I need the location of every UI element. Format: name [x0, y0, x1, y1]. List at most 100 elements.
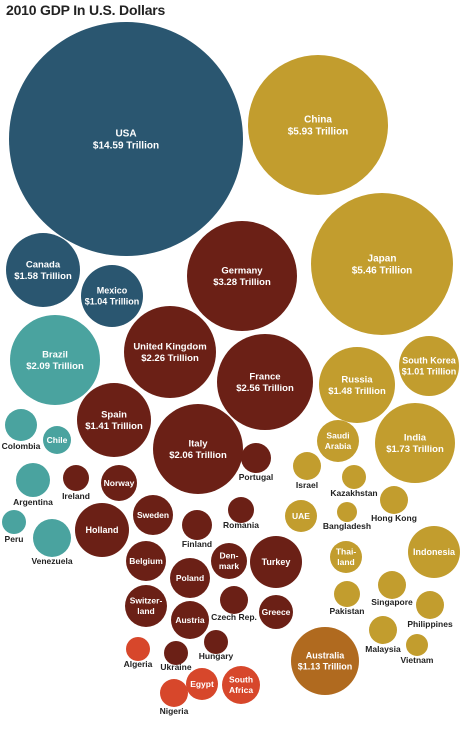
bubble-circle-hong-kong — [380, 486, 408, 514]
bubble-circle-singapore — [378, 571, 406, 599]
bubble-value-china: $5.93 Trillion — [288, 127, 349, 138]
bubble-name-ukraine: Ukraine — [160, 662, 191, 672]
bubble-circle-turkey — [250, 536, 302, 588]
bubble-label-belgium: Belgium — [129, 556, 163, 566]
bubble-south-korea: South Korea $1.01 Trillion — [399, 336, 459, 396]
bubble-value-germany: $3.28 Trillion — [213, 277, 271, 288]
bubble-value-india: $1.73 Trillion — [386, 444, 444, 455]
bubble-poland: Poland — [170, 558, 210, 598]
bubble-circle-china — [248, 55, 388, 195]
bubble-colombia: Colombia — [2, 409, 41, 451]
bubble-name-turkey: Turkey — [262, 557, 291, 567]
bubble-value-usa: $14.59 Trillion — [93, 141, 159, 152]
bubble-circle-japan — [311, 193, 453, 335]
bubble-label-malaysia: Malaysia — [365, 644, 401, 654]
bubble-saudi-arabia: Saudi Arabia — [317, 420, 359, 462]
bubble-value-japan: $5.46 Trillion — [352, 266, 413, 277]
bubble-name-israel: Israel — [296, 480, 318, 490]
bubble-name-portugal: Portugal — [239, 472, 273, 482]
bubble-name-egypt: Egypt — [190, 679, 214, 689]
bubble-name-czech-rep: Czech Rep. — [211, 612, 257, 622]
bubble-label-japan: Japan $5.46 Trillion — [352, 254, 413, 277]
bubble-name-japan: Japan — [368, 254, 397, 265]
bubble-denmark: Den-mark — [211, 543, 247, 579]
bubble-name-uk: United Kingdom — [133, 342, 206, 353]
bubble-kazakhstan: Kazakhstan — [330, 465, 378, 498]
bubble-value-italy: $2.06 Trillion — [169, 450, 227, 461]
bubble-value-uk: $2.26 Trillion — [141, 353, 199, 364]
bubble-circle-canada — [6, 233, 80, 307]
bubble-label-finland: Finland — [182, 539, 212, 549]
bubble-name-norway: Norway — [104, 478, 135, 488]
bubble-ukraine: Ukraine — [160, 641, 192, 672]
bubble-name-italy: Italy — [188, 439, 208, 450]
bubble-circle-norway — [101, 465, 137, 501]
bubble-value-australia: $1.13 Trillion — [298, 662, 353, 672]
bubble-egypt: Egypt — [186, 668, 218, 700]
bubble-label-ireland: Ireland — [62, 491, 90, 501]
bubble-circle-india — [375, 403, 455, 483]
bubble-malaysia: Malaysia — [365, 616, 401, 654]
bubble-label-algeria: Algeria — [124, 659, 153, 669]
bubble-circle-russia — [319, 347, 395, 423]
bubble-name-brazil: Brazil — [42, 350, 68, 361]
bubble-circle-indonesia — [408, 526, 460, 578]
bubble-circle-belgium — [126, 541, 166, 581]
bubble-label-austria: Austria — [175, 615, 205, 625]
bubble-name-south-korea: South Korea — [402, 356, 456, 366]
bubble-circle-uk — [124, 306, 216, 398]
bubble-argentina: Argentina — [13, 463, 53, 507]
bubble-thailand: Thai-land — [330, 541, 362, 573]
bubble-name-india: India — [404, 433, 427, 444]
bubble-circle-germany — [187, 221, 297, 331]
bubble-circle-israel — [293, 452, 321, 480]
bubble-uae: UAE — [285, 500, 317, 532]
bubble-name-ireland: Ireland — [62, 491, 90, 501]
bubble-label-norway: Norway — [104, 478, 135, 488]
bubble-name-greece: Greece — [262, 607, 291, 617]
bubble-algeria: Algeria — [124, 637, 153, 669]
bubble-name-bangladesh: Bangladesh — [323, 521, 371, 531]
bubble-pakistan: Pakistan — [330, 581, 364, 616]
bubble-switzerland: Switzer-land — [125, 585, 167, 627]
bubble-value-france: $2.56 Trillion — [236, 383, 294, 394]
bubble-label-romania: Romania — [223, 520, 259, 530]
bubble-circle-australia — [291, 627, 359, 695]
bubble-circle-finland — [182, 510, 212, 540]
bubble-name-sweden: Sweden — [137, 510, 169, 520]
bubble-spain: Spain $1.41 Trillion — [77, 383, 151, 457]
bubble-name-holland: Holland — [86, 525, 119, 535]
bubble-label-hong-kong: Hong Kong — [371, 513, 417, 523]
bubble-label-denmark: Den-mark — [219, 551, 240, 572]
bubble-name-argentina: Argentina — [13, 497, 53, 507]
bubble-singapore: Singapore — [371, 571, 413, 607]
bubble-italy: Italy $2.06 Trillion — [153, 404, 243, 494]
bubble-circle-denmark — [211, 543, 247, 579]
bubble-circle-thailand — [330, 541, 362, 573]
bubble-china: China $5.93 Trillion — [248, 55, 388, 195]
bubble-hungary: Hungary — [199, 630, 234, 661]
bubble-label-russia: Russia $1.48 Trillion — [328, 375, 386, 398]
bubble-circle-poland — [170, 558, 210, 598]
bubble-name-spain: Spain — [101, 410, 127, 421]
bubble-name-hong-kong: Hong Kong — [371, 513, 417, 523]
bubble-name-uae: UAE — [292, 511, 310, 521]
bubble-label-chile: Chile — [47, 435, 68, 445]
bubble-label-south-korea: South Korea $1.01 Trillion — [402, 356, 457, 377]
bubble-philippines: Philippines — [407, 591, 453, 629]
bubble-name-romania: Romania — [223, 520, 259, 530]
bubble-circle-malaysia — [369, 616, 397, 644]
bubble-circle-portugal — [241, 443, 271, 473]
bubble-label-spain: Spain $1.41 Trillion — [85, 410, 143, 433]
bubble-indonesia: Indonesia — [408, 526, 460, 578]
bubble-canada: Canada $1.58 Trillion — [6, 233, 80, 307]
bubble-name-vietnam: Vietnam — [401, 655, 434, 665]
bubble-circle-vietnam — [406, 634, 428, 656]
bubble-vietnam: Vietnam — [401, 634, 434, 665]
bubble-name-malaysia: Malaysia — [365, 644, 401, 654]
bubble-circle-greece — [259, 595, 293, 629]
bubble-label-india: India $1.73 Trillion — [386, 433, 444, 456]
bubble-circle-holland — [75, 503, 129, 557]
bubble-label-mexico: Mexico $1.04 Trillion — [85, 286, 140, 307]
